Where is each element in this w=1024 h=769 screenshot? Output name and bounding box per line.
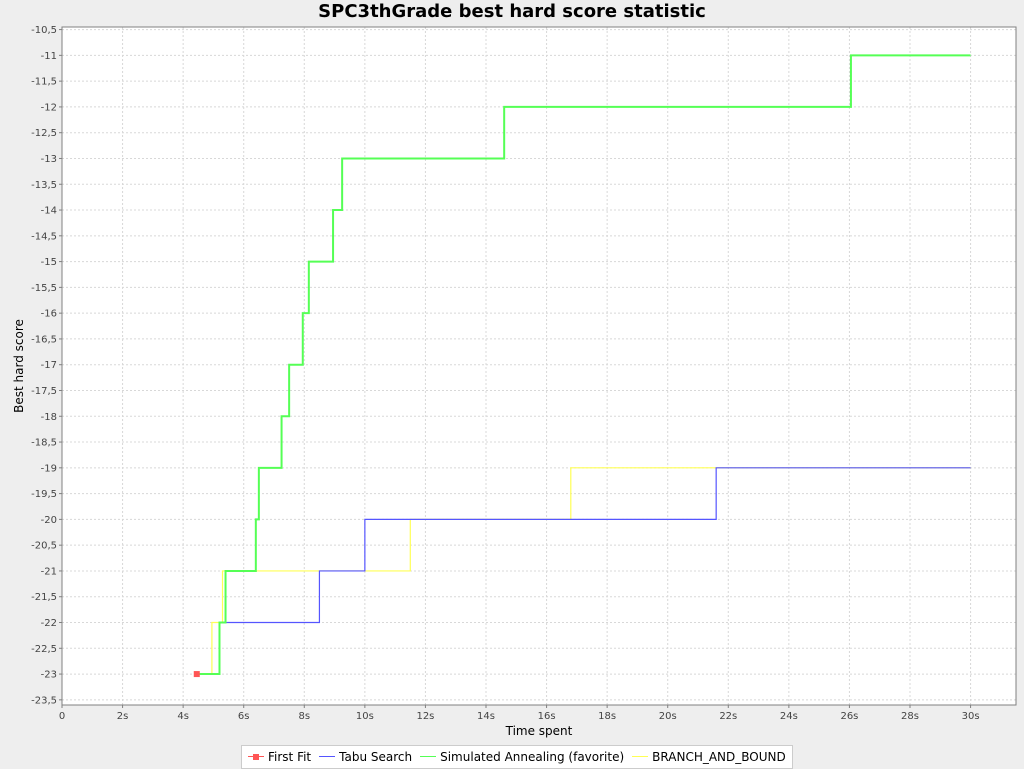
x-tick-label: 30s (962, 711, 980, 722)
y-tick-label: -22,5 (31, 644, 57, 655)
x-tick-label: 18s (598, 711, 616, 722)
x-tick-label: 2s (117, 711, 129, 722)
x-tick-label: 24s (780, 711, 798, 722)
y-tick-label: -17 (41, 360, 57, 371)
y-tick-label: -10,5 (31, 25, 57, 36)
y-tick-label: -21,5 (31, 592, 57, 603)
legend-label: First Fit (268, 750, 312, 764)
y-tick-label: -11 (41, 51, 57, 62)
y-tick-label: -15 (41, 257, 57, 268)
y-tick-label: -23 (41, 670, 57, 681)
legend-label: BRANCH_AND_BOUND (652, 750, 786, 764)
x-axis: 0 2s 4s 6s 8s 10s 12s 14s 16s 18s 20s 22s 24s 26s 28s 3… (59, 705, 980, 722)
series-branch-and-bound-line (198, 467, 971, 675)
y-tick-label: -15,5 (31, 283, 57, 294)
legend-swatch (319, 752, 336, 762)
legend-label: Tabu Search (339, 750, 413, 764)
y-tick-label: -20,5 (31, 541, 57, 552)
legend-swatch (632, 752, 649, 762)
y-tick-label: -20 (41, 515, 57, 526)
x-tick-label: 10s (356, 711, 374, 722)
x-tick-label: 8s (298, 711, 310, 722)
chart-svg: 0 2s 4s 6s 8s 10s 12s 14s 16s 18s 20s 22s 24s 26s 28s 3… (12, 25, 1017, 738)
y-tick-label: -14,5 (31, 231, 57, 242)
chart-title: SPC3thGrade best hard score statistic (318, 1, 706, 22)
series-first-fit-point (193, 671, 200, 678)
legend-item: First Fit (248, 750, 311, 764)
x-tick-label: 14s (477, 711, 495, 722)
legend-item: BRANCH_AND_BOUND (632, 750, 786, 764)
series-layer (193, 54, 971, 678)
legend: First Fit Tabu Search Simulated Annealing … (241, 745, 793, 769)
x-tick-label: 4s (177, 711, 189, 722)
x-tick-label: 22s (719, 711, 737, 722)
x-tick-label: 6s (238, 711, 250, 722)
legend-item: Tabu Search (319, 750, 412, 764)
y-tick-label: -19,5 (31, 489, 57, 500)
y-axis: -10,5 -11 -11,5 -12 -12,5 -13 -13,5 -14 -14,5 -15… (31, 25, 62, 706)
x-tick-label: 28s (901, 711, 919, 722)
y-tick-label: -14 (41, 206, 57, 217)
y-tick-label: -13 (41, 154, 57, 165)
plot-border (61, 26, 1017, 706)
legend-swatch (248, 752, 264, 762)
x-tick-label: 16s (538, 711, 556, 722)
y-tick-label: -21 (41, 566, 57, 577)
plot-area (62, 27, 1016, 705)
legend-item: Simulated Annealing (favorite) (420, 750, 624, 764)
x-tick-label: 26s (840, 711, 858, 722)
x-tick-label: 12s (416, 711, 434, 722)
series-simulated-annealing-favorite-line (198, 54, 971, 676)
y-axis-label: Best hard score (12, 319, 26, 413)
y-tick-label: -18,5 (31, 438, 57, 449)
y-tick-label: -22 (41, 618, 57, 629)
y-tick-label: -19 (41, 463, 57, 474)
y-tick-label: -12 (41, 102, 57, 113)
y-tick-label: -17,5 (31, 386, 57, 397)
y-tick-label: -12,5 (31, 128, 57, 139)
y-tick-label: -13,5 (31, 180, 57, 191)
x-tick-label: 20s (659, 711, 677, 722)
legend-swatch (420, 752, 437, 762)
y-tick-label: -16,5 (31, 334, 57, 345)
legend-label: Simulated Annealing (favorite) (440, 750, 625, 764)
y-tick-label: -23,5 (31, 695, 57, 706)
x-tick-label: 0 (59, 711, 65, 722)
y-tick-label: -18 (41, 412, 57, 423)
x-axis-label: Time spent (505, 724, 573, 738)
y-tick-label: -11,5 (31, 77, 57, 88)
y-tick-label: -16 (41, 309, 57, 320)
